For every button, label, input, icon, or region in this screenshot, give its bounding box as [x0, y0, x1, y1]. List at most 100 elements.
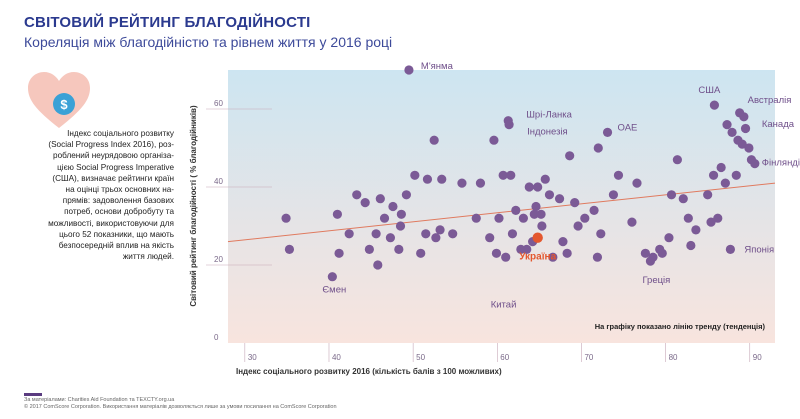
y-tick-label: 20 [214, 255, 223, 264]
data-point [457, 178, 467, 188]
data-point [421, 229, 431, 239]
x-tick-label: 50 [416, 353, 425, 362]
data-point [666, 190, 677, 200]
data-point [494, 213, 504, 223]
data-point [501, 252, 511, 262]
data-point [573, 221, 583, 231]
country-label: Китай [491, 299, 517, 310]
data-point [657, 248, 667, 258]
data-point [580, 213, 590, 223]
country-label: Ємен [322, 285, 346, 296]
data-point [284, 244, 295, 254]
description-line: (США), визначає рейтинги країн [52, 173, 174, 183]
data-point [722, 120, 732, 130]
description-line: безпосередній вплив на якість [58, 241, 174, 251]
data-point [703, 190, 713, 200]
data-point [731, 170, 741, 180]
data-point [706, 217, 716, 227]
data-point [395, 221, 406, 231]
data-point [491, 248, 502, 258]
data-point [640, 248, 651, 258]
data-point [498, 170, 508, 180]
data-point [596, 229, 606, 239]
trend-line [227, 182, 776, 243]
description-line: життя людей. [122, 252, 174, 262]
index-description: Індекс соціального розвитку (Social Progr… [24, 128, 174, 262]
data-point [686, 240, 696, 251]
data-point [691, 225, 701, 235]
highlight-label-ukraine: Україна [519, 252, 556, 263]
data-point [632, 178, 642, 188]
data-point [720, 178, 730, 188]
data-point [518, 213, 528, 223]
plot-area [228, 70, 775, 343]
data-point [602, 127, 613, 137]
data-point [540, 174, 550, 184]
footer-copyright: © 2017 ComScore Corporation. Використанн… [24, 404, 337, 410]
data-point [416, 248, 426, 258]
y-tick-label: 60 [214, 99, 223, 108]
data-point [327, 272, 337, 282]
description-line: цією Social Progress Imperative [57, 162, 174, 172]
data-point [334, 248, 344, 258]
data-point [562, 248, 572, 258]
description-line: можливості, використовуючи для [48, 218, 174, 228]
data-point [504, 120, 514, 130]
y-tick-label: 40 [214, 177, 223, 186]
data-point [524, 182, 534, 192]
highlight-point-ukraine [532, 232, 543, 243]
data-point [592, 252, 603, 262]
data-point [570, 198, 580, 208]
x-tick-label: 30 [248, 353, 257, 362]
data-point [744, 143, 754, 153]
country-label: Канада [762, 119, 795, 130]
data-point [371, 229, 381, 239]
data-point [373, 260, 383, 270]
data-point [475, 178, 486, 188]
description-line: на оцінці трьох основних на- [65, 185, 174, 195]
data-point [431, 233, 441, 243]
data-point [352, 190, 362, 200]
data-point [708, 170, 719, 180]
data-point [544, 190, 555, 200]
data-point [507, 229, 518, 239]
description-line: потреб, основи добробуту та [64, 207, 174, 217]
data-point [401, 190, 412, 200]
data-point [522, 244, 532, 254]
country-label: ОАЕ [618, 122, 638, 133]
data-point [739, 112, 749, 122]
data-point [332, 209, 342, 219]
data-point [683, 213, 693, 223]
data-point [648, 252, 658, 262]
description-line: (Social Progress Index 2016), роз- [48, 140, 174, 150]
data-point [627, 217, 637, 227]
page-title: СВІТОВИЙ РЕЙТИНГ БЛАГОДІЙНОСТІ [24, 14, 311, 31]
data-point [533, 182, 543, 192]
country-label: Японія [744, 244, 774, 255]
description-line: цього 52 показники, що мають [59, 229, 174, 239]
data-point [554, 194, 565, 204]
y-tick-label: 0 [214, 333, 219, 342]
data-point [404, 65, 414, 75]
x-tick-label: 90 [753, 353, 762, 362]
data-point [388, 201, 398, 212]
data-point [364, 244, 374, 254]
country-label: Шрі-Ланка [526, 110, 572, 121]
data-point [537, 221, 547, 231]
x-tick-label: 70 [584, 353, 593, 362]
trend-note: На графіку показано лінію тренду (тенден… [595, 322, 766, 331]
data-point [410, 170, 420, 180]
data-point [281, 213, 291, 223]
x-tick-label: 60 [500, 353, 509, 362]
data-point [664, 233, 674, 243]
data-point [713, 213, 723, 223]
data-point [394, 244, 404, 254]
description-line: Індекс соціального розвитку [67, 129, 174, 138]
data-point [344, 229, 354, 239]
data-point [672, 155, 682, 165]
data-point [375, 194, 385, 204]
data-point [429, 135, 439, 145]
data-point [740, 123, 751, 134]
data-point [485, 233, 495, 243]
